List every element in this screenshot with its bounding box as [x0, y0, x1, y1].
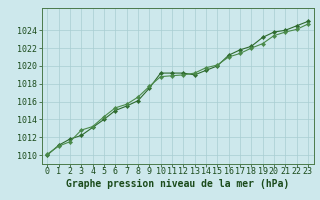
X-axis label: Graphe pression niveau de la mer (hPa): Graphe pression niveau de la mer (hPa) [66, 179, 289, 189]
